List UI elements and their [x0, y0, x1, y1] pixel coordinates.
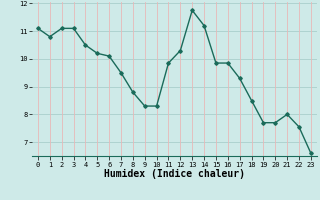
X-axis label: Humidex (Indice chaleur): Humidex (Indice chaleur)	[104, 169, 245, 179]
